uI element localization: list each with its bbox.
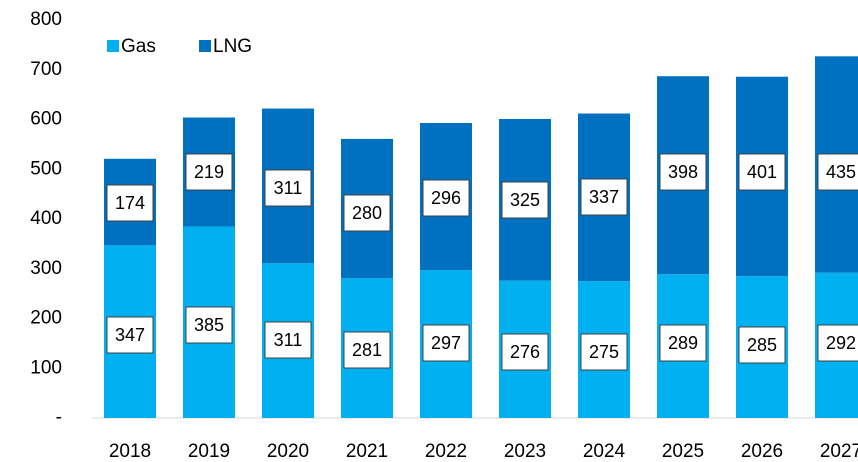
value-label-box: [264, 321, 312, 359]
x-tick-label: 2026: [741, 441, 783, 462]
x-tick-label: 2022: [425, 441, 467, 462]
value-label-box: [580, 178, 628, 216]
value-label: 275: [589, 342, 619, 362]
y-tick-label: 600: [30, 109, 62, 130]
x-tick-label: 2021: [346, 441, 388, 462]
value-label-box: [580, 333, 628, 371]
value-label: 219: [194, 162, 224, 182]
value-label-box: [185, 306, 233, 344]
value-label: 311: [274, 178, 303, 198]
value-label: 281: [352, 340, 382, 360]
value-label-box: [817, 153, 858, 191]
value-label-box: [264, 169, 312, 207]
y-tick-label: 100: [30, 357, 62, 378]
legend-label: Gas: [121, 36, 156, 57]
y-tick-label: -: [56, 407, 62, 428]
legend-label: LNG: [213, 36, 252, 57]
x-tick-label: 2023: [504, 441, 546, 462]
value-label-box: [343, 194, 391, 232]
value-label: 385: [194, 315, 224, 335]
value-label: 285: [747, 335, 777, 355]
x-tick-label: 2018: [109, 441, 151, 462]
y-tick-label: 400: [30, 208, 62, 229]
value-label-box: [738, 326, 786, 364]
y-tick-label: 700: [30, 59, 62, 80]
value-label: 292: [826, 333, 856, 353]
value-label: 276: [510, 342, 540, 362]
value-label: 289: [668, 333, 698, 353]
x-tick-label: 2024: [583, 441, 626, 462]
legend-swatch: [199, 40, 211, 52]
value-label: 435: [826, 162, 856, 182]
value-label: 296: [431, 188, 461, 208]
value-label-box: [659, 153, 707, 191]
value-label: 401: [747, 162, 777, 182]
value-label-box: [185, 153, 233, 191]
value-label: 337: [589, 187, 619, 207]
value-label: 174: [115, 193, 145, 213]
value-label: 311: [274, 330, 303, 350]
legend-swatch: [107, 40, 119, 52]
value-label-box: [501, 181, 549, 219]
x-tick-label: 2020: [267, 441, 309, 462]
x-tick-label: 2019: [188, 441, 230, 462]
y-tick-label: 800: [30, 9, 62, 30]
y-tick-label: 200: [30, 308, 62, 329]
x-tick-label: 2025: [662, 441, 704, 462]
value-label: 297: [431, 333, 461, 353]
value-label: 280: [352, 203, 382, 223]
value-label-box: [422, 179, 470, 217]
value-label-box: [422, 324, 470, 362]
value-label-box: [659, 324, 707, 362]
value-label-box: [343, 331, 391, 369]
value-label: 347: [115, 325, 145, 345]
value-label-box: [501, 333, 549, 371]
value-label-box: [738, 153, 786, 191]
value-label: 398: [668, 162, 698, 182]
value-label: 325: [510, 190, 540, 210]
value-label-box: [106, 316, 154, 354]
value-label-box: [817, 324, 858, 362]
y-tick-label: 500: [30, 158, 62, 179]
x-tick-label: 2027: [820, 441, 858, 462]
value-label-box: [106, 184, 154, 222]
y-tick-label: 300: [30, 258, 62, 279]
